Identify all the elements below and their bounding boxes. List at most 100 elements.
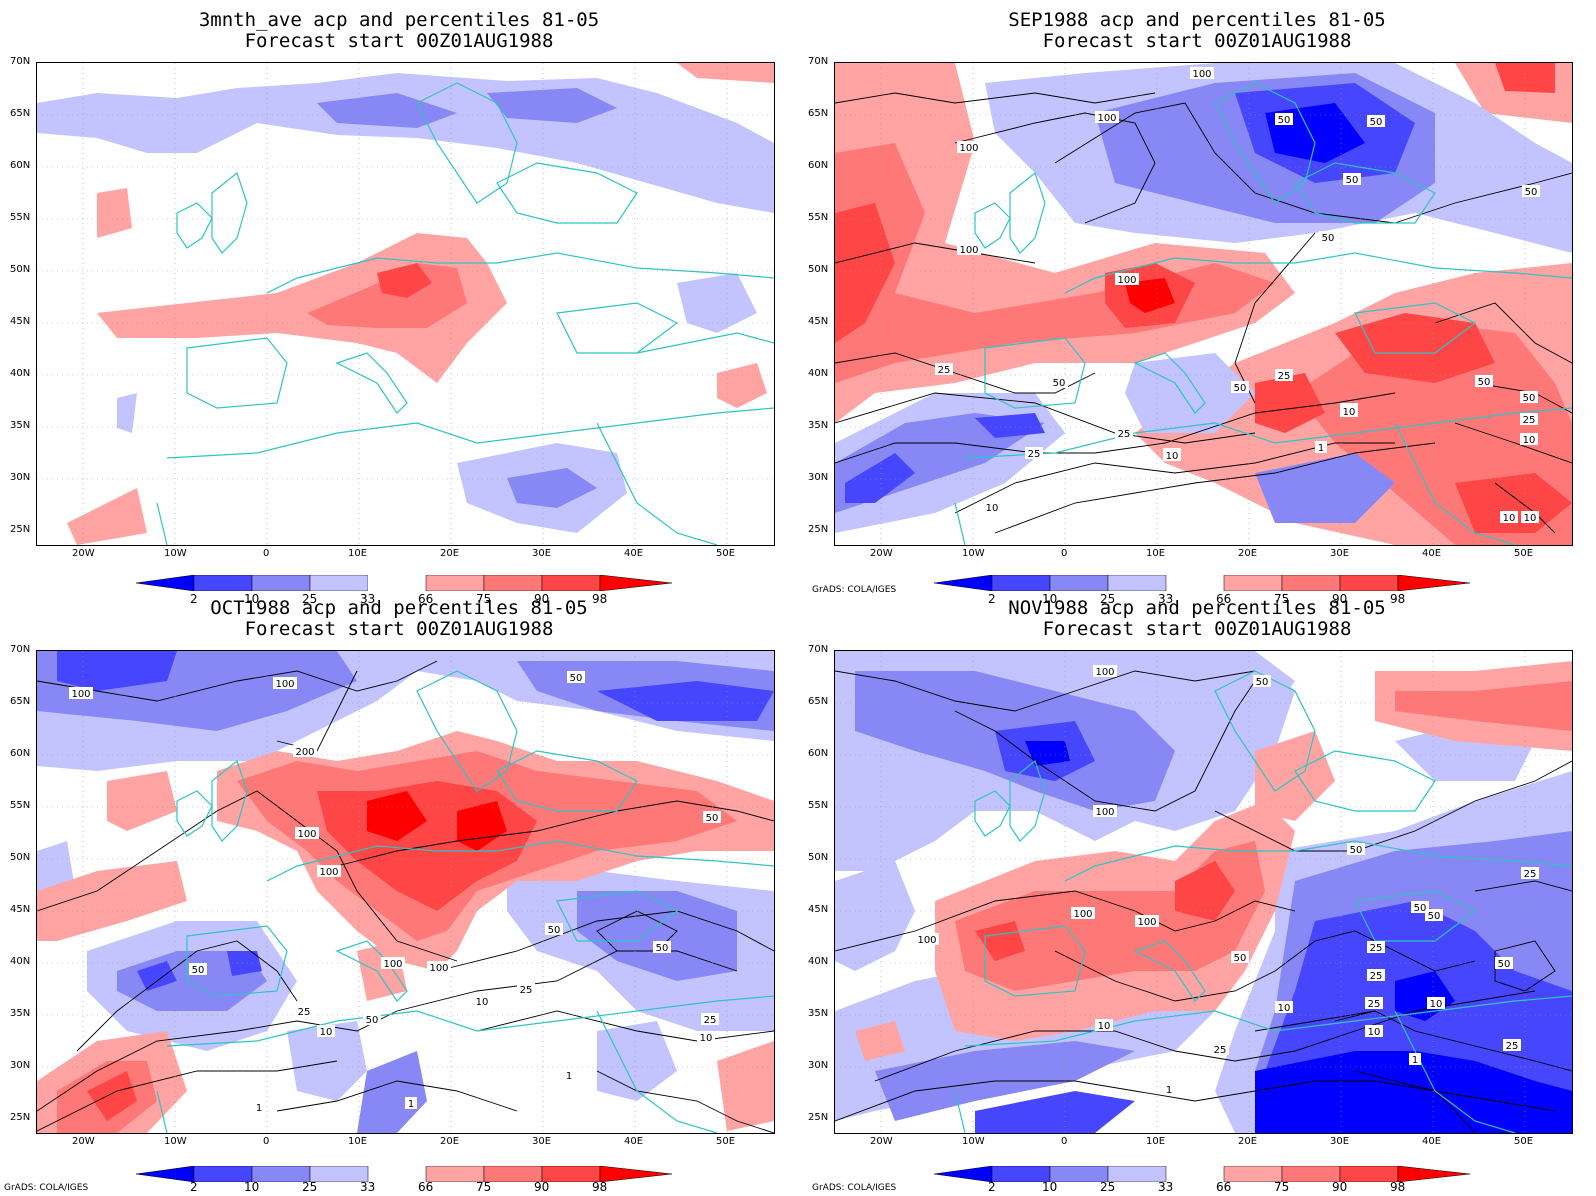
lat-label: 70N [10,644,31,655]
contour-label: 10 [320,1027,333,1038]
lon-label: 10W [962,548,985,559]
shaded-percentiles [37,63,774,545]
lat-label: 25N [10,524,31,535]
colorbar-label: 66 [418,1180,434,1194]
red-shade [1255,731,1335,821]
lon-label: 10W [164,548,187,559]
lon-label: 0 [263,1136,270,1147]
panel-title-line1: 3mnth_ave acp and percentiles 81-05 [198,9,600,31]
contour-label: 50 [1234,953,1247,964]
blue-shade [117,393,137,433]
contour-label: 50 [706,813,719,824]
red-shade [107,771,177,831]
blue-shade [1255,453,1395,523]
contour-label: 50 [1350,845,1363,856]
blue-shade [487,88,617,123]
lat-label: 45N [10,904,31,915]
blue-shade [975,413,1045,438]
coastlines [156,670,774,1133]
lon-label: 10W [164,1136,187,1147]
blue-shade [1025,741,1070,766]
colorbar [934,575,1470,591]
red-shade [975,921,1025,961]
contour-label: 50 [570,673,583,684]
map-plot [36,62,775,546]
contour-label: 10 [1524,513,1537,524]
contour-label: 100 [959,245,978,256]
gridlines [37,63,774,545]
colorbar-label: 33 [1158,1180,1174,1194]
lat-label: 70N [808,56,829,67]
map-plot: 100 100 100 50 50 50 50 100 100 50 25 25… [834,62,1573,546]
lon-label: 10E [1146,1136,1166,1147]
contour-label: 25 [1370,943,1383,954]
blue-shade [57,651,177,691]
lat-label: 65N [10,108,31,119]
panel-oct1988: OCT1988 acp and percentiles 81-05 Foreca… [0,598,798,1196]
contour-label: 100 [917,935,936,946]
lat-label: 30N [10,1060,31,1071]
lon-label: 40E [1422,548,1442,559]
red-shade [717,1041,774,1131]
lon-label: 0 [1061,1136,1068,1147]
colorbar-label: 25 [302,1180,318,1194]
lat-label: 35N [808,1008,829,1019]
colorbar-label: 25 [1100,592,1116,606]
lat-label: 40N [808,368,829,379]
map-svg [37,63,774,545]
contour-label: 25 [704,1015,717,1026]
contour-label: 100 [1095,667,1114,678]
contour-label: 25 [1118,429,1131,440]
red-shade [367,791,427,841]
lon-label: 40E [1422,1136,1442,1147]
red-shade [67,488,147,545]
red-shade [717,363,767,408]
map-svg: 100 100 200 50 100 100 50 50 50 50 100 1… [37,651,774,1133]
lon-label: 20W [870,548,893,559]
lon-label: 20W [870,1136,893,1147]
lon-label: 10E [1146,548,1166,559]
panel-nov1988: NOV1988 acp and percentiles 81-05 Foreca… [798,598,1596,1196]
lon-label: 20E [1238,1136,1258,1147]
contour-label: 10 [1523,435,1536,446]
colorbar-label: 75 [476,1180,492,1194]
colorbar [136,1166,672,1182]
red-shade [855,1021,905,1061]
contour-label: 100 [1097,113,1116,124]
blue-shade [507,468,597,508]
colorbar [934,1166,1470,1182]
lat-label: 55N [808,800,829,811]
red-shade [87,1071,137,1121]
contour-label: 50 [1256,677,1269,688]
contour-label: 25 [1524,869,1537,880]
colorbar-label: 2 [190,1180,198,1194]
contour-label: 100 [1192,69,1211,80]
colorbar-label: 66 [1216,1180,1232,1194]
panel-title-line2: Forecast start 00Z01AUG1988 [244,30,554,52]
red-shade [1255,373,1325,433]
lat-label: 60N [808,160,829,171]
colorbar-label: 66 [1216,592,1232,606]
colorbar-label: 90 [1332,592,1348,606]
gridlines [835,651,1572,1133]
coastlines [156,82,774,545]
colorbar-label: 2 [988,1180,996,1194]
blue-shade [287,1021,367,1101]
map-svg: 100 100 100 50 50 50 50 100 100 50 25 25… [835,63,1572,545]
blue-shade [357,1051,427,1133]
contour-label: 10 [476,997,489,1008]
contour-label: 10 [1098,1021,1111,1032]
lon-label: 50E [716,548,736,559]
blue-shade [137,961,177,991]
colorbar-label: 75 [1274,1180,1290,1194]
contour-label: 25 [1028,449,1041,460]
colorbar-label: 75 [476,592,492,606]
grads-credit: GrADS: COLA/IGES [812,585,897,595]
panel-title-line1: NOV1988 acp and percentiles 81-05 [1008,597,1386,619]
shaded-percentiles [835,63,1572,545]
contour-label: 10 [986,503,999,514]
contour-label: 100 [1117,275,1136,286]
contour-label: 50 [366,1015,379,1026]
lat-label: 50N [808,852,829,863]
contour-label: 50 [1428,911,1441,922]
